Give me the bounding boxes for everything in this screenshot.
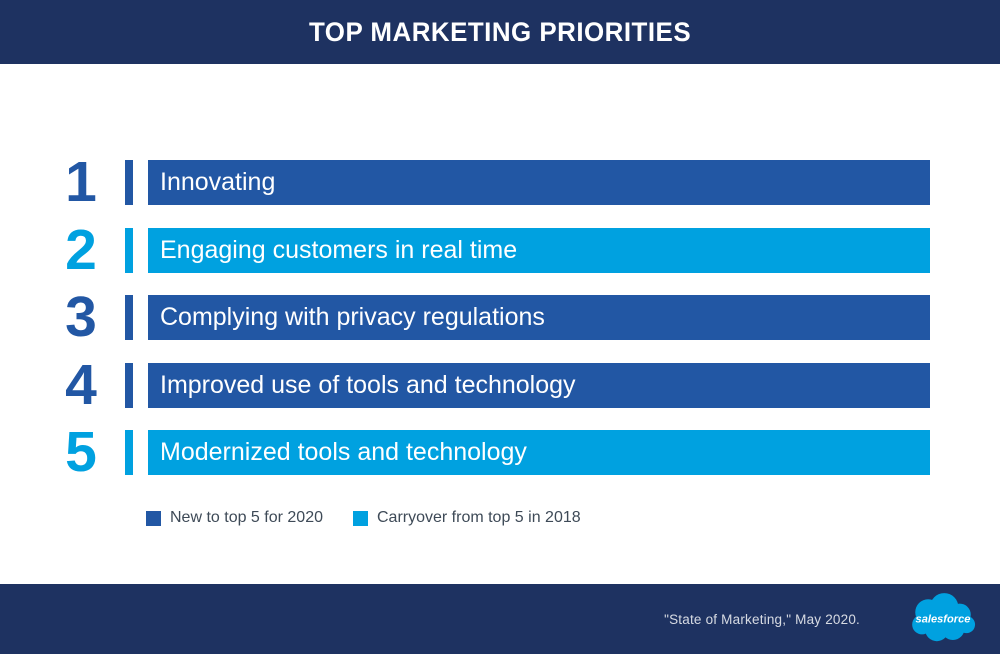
legend-label-carryover: Carryover from top 5 in 2018: [376, 509, 581, 526]
priority-label-1: Innovating: [160, 168, 276, 196]
rank-divider-2: [125, 228, 133, 273]
rank-divider-4: [125, 363, 133, 408]
priority-row-3: 3 Complying with privacy regulations: [0, 285, 1000, 349]
priority-row-5: 5 Modernized tools and technology: [0, 420, 1000, 484]
rank-divider-3: [125, 295, 133, 340]
priority-label-5: Modernized tools and technology: [160, 438, 527, 466]
legend-label-new: New to top 5 for 2020: [170, 509, 323, 526]
header-banner: TOP MARKETING PRIORITIES: [0, 0, 1000, 64]
page-title: TOP MARKETING PRIORITIES: [308, 16, 692, 47]
priority-bar-2: Engaging customers in real time: [148, 228, 930, 273]
priority-row-4: 4 Improved use of tools and technology: [0, 353, 1000, 417]
priority-bar-1: Innovating: [148, 160, 930, 205]
priority-row-1: 1 Innovating: [0, 150, 1000, 214]
legend-swatch-new: [146, 510, 161, 526]
footer-banner: "State of Marketing," May 2020. salesfor…: [0, 584, 1000, 654]
salesforce-logo: salesforce: [906, 590, 980, 648]
priority-label-2: Engaging customers in real time: [160, 236, 518, 264]
salesforce-logo-text: salesforce: [916, 614, 971, 626]
priority-label-3: Complying with privacy regulations: [160, 303, 545, 331]
rank-divider-5: [125, 430, 133, 475]
salesforce-cloud-icon: salesforce: [912, 593, 976, 642]
source-citation: "State of Marketing," May 2020.: [664, 611, 860, 627]
rank-divider-1: [125, 160, 133, 205]
priority-bar-3: Complying with privacy regulations: [148, 295, 930, 340]
priority-rank-5: 5: [65, 420, 97, 484]
priority-rank-1: 1: [65, 150, 97, 214]
priority-rank-3: 3: [65, 285, 97, 349]
priority-rank-2: 2: [65, 218, 97, 282]
legend-swatch-carryover: [352, 510, 368, 526]
legend-item-new: New to top 5 for 2020: [146, 509, 323, 527]
priority-bar-5: Modernized tools and technology: [148, 430, 930, 475]
legend: New to top 5 for 2020 Carryover from top…: [146, 509, 581, 527]
priority-label-4: Improved use of tools and technology: [160, 371, 576, 399]
priority-row-2: 2 Engaging customers in real time: [0, 218, 1000, 282]
legend-item-carryover: Carryover from top 5 in 2018: [352, 509, 581, 527]
priority-rank-4: 4: [65, 353, 97, 417]
priority-bar-4: Improved use of tools and technology: [148, 363, 930, 408]
